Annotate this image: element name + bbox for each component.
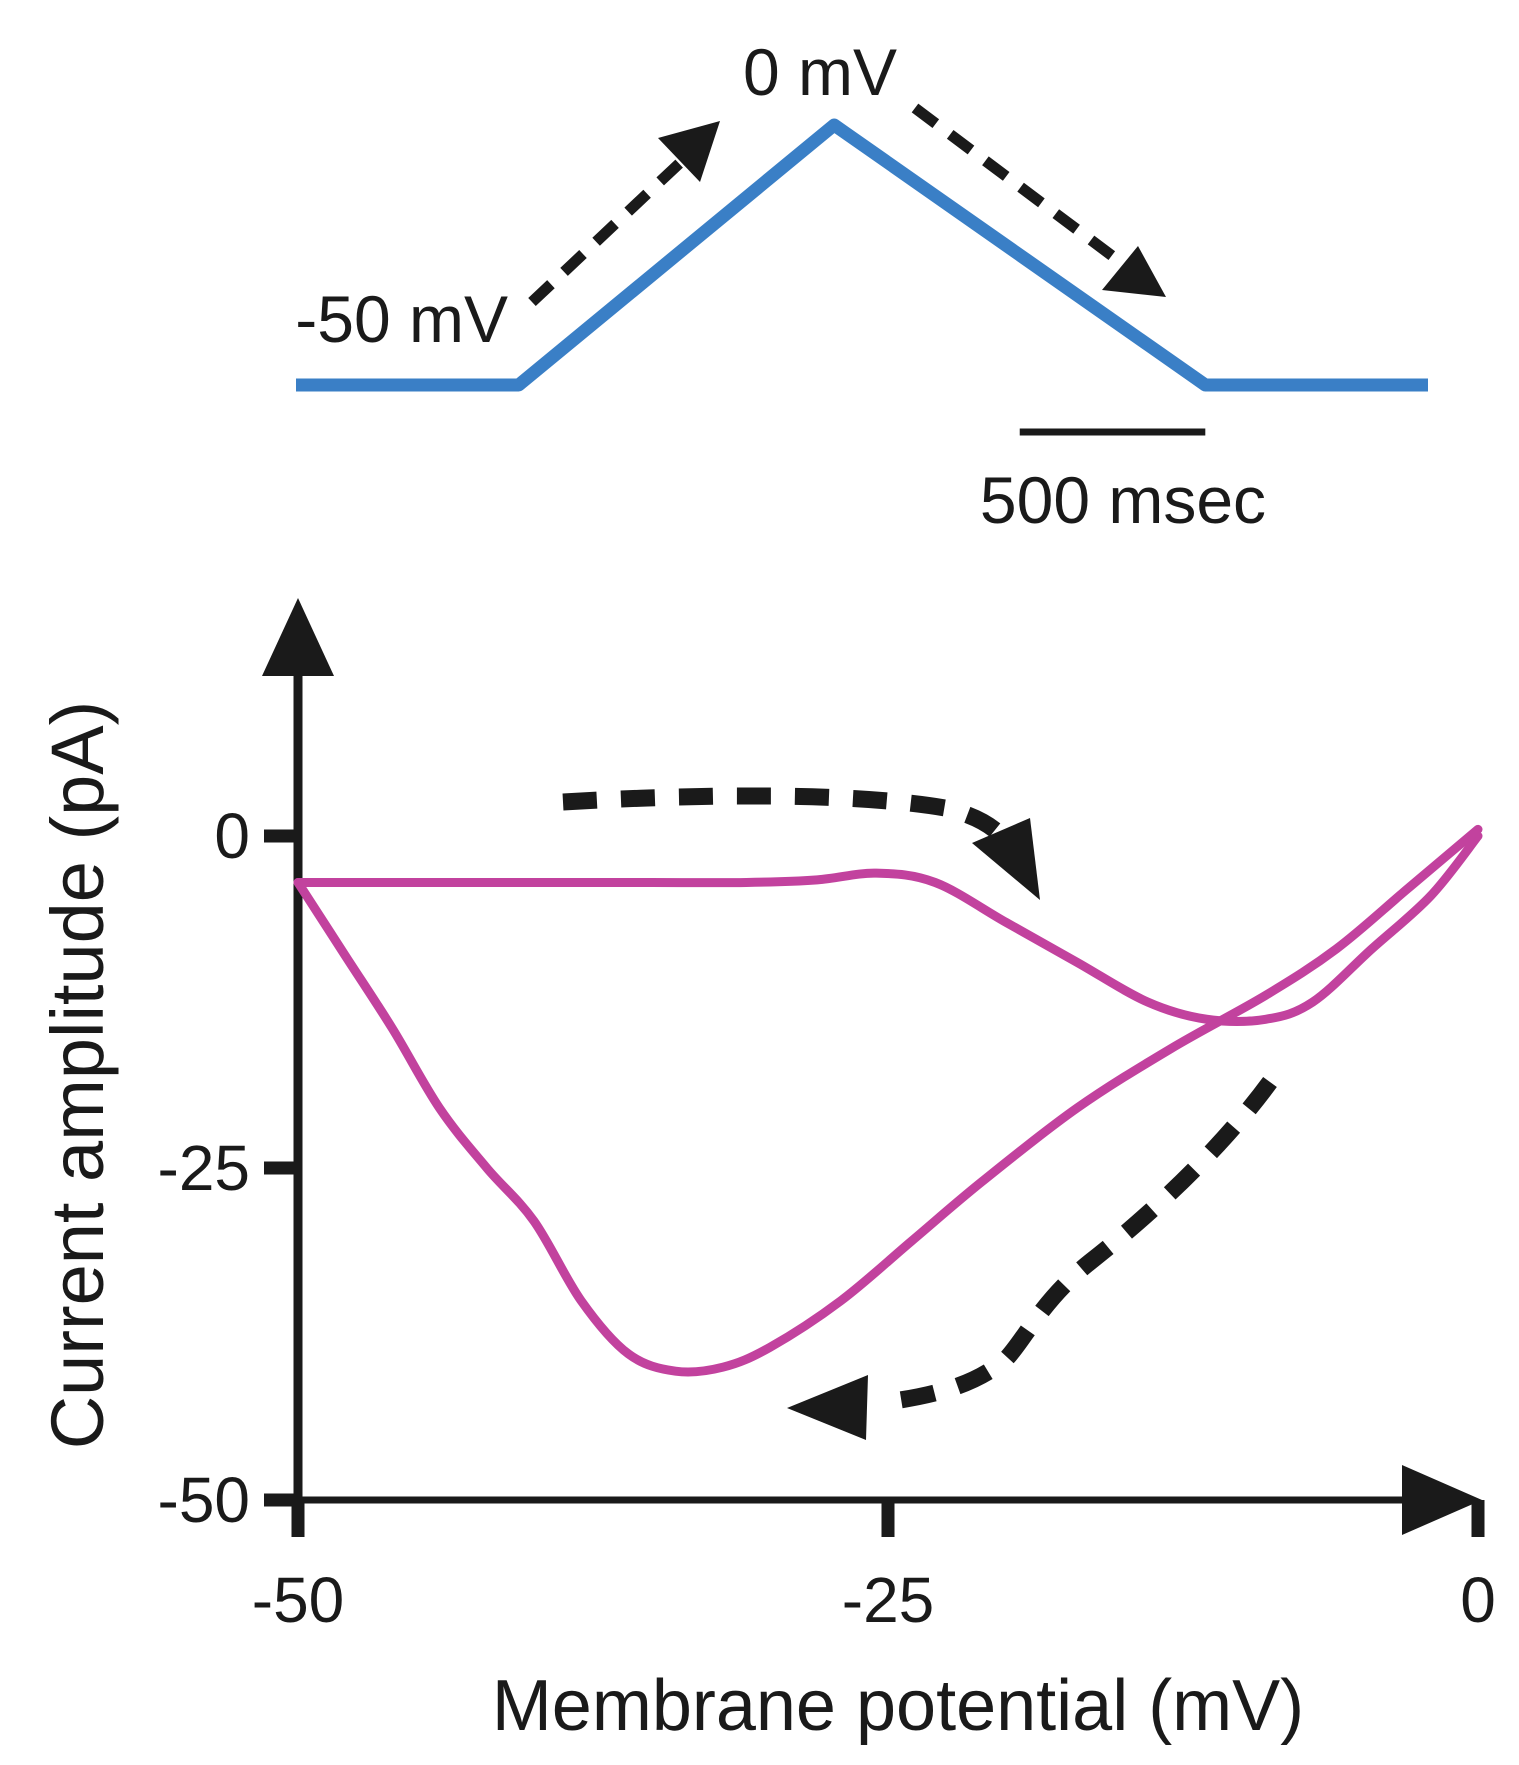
- series-line-hyperpolarizing-ramp: [293, 824, 1483, 1377]
- ramp-up-arrow: [528, 121, 720, 307]
- ramp-up-arrow-shaft: [528, 155, 687, 307]
- x-axis-arrow-head: [1402, 1465, 1482, 1535]
- protocol-ramp-line: [296, 118, 1428, 392]
- x-tick-label: -25: [842, 1564, 935, 1636]
- y-tick-label: -50: [158, 1464, 251, 1536]
- x-tick-label: -50: [252, 1564, 345, 1636]
- ramp-up-arrow-head: [658, 121, 720, 182]
- y-tick-label: -25: [158, 1132, 251, 1204]
- y-ticks: 0 -25 -50: [158, 800, 300, 1536]
- ramp-down-arrow-head: [1102, 246, 1166, 297]
- y-tick-label: 0: [214, 800, 250, 872]
- upper-trace-direction-arrow: [562, 787, 1040, 900]
- y-axis-arrow-head: [262, 598, 334, 676]
- current-traces: [293, 824, 1483, 1377]
- protocol-start-label: -50 mV: [295, 282, 508, 356]
- protocol-top-label: 0 mV: [743, 35, 897, 109]
- series-line-depolarizing-ramp: [293, 831, 1483, 1026]
- iv-plot: 0-25-50 -50 -25 0 Membrane potential (mV) …: [36, 598, 1496, 1746]
- y-axis-title: Current amplitude (pA): [36, 701, 119, 1450]
- x-tick-label: 0: [1460, 1564, 1496, 1636]
- lower-trace-direction-arrow: [787, 1076, 1277, 1440]
- lower-trace-direction-arrow-shaft: [898, 1076, 1277, 1409]
- ramp-down-arrow: [911, 103, 1166, 297]
- lower-trace-direction-arrow-head: [787, 1375, 868, 1440]
- upper-trace-direction-arrow-head: [972, 818, 1040, 900]
- voltage-protocol: 0 mV -50 mV 500 msec: [295, 35, 1428, 537]
- upper-trace-direction-arrow-shaft: [562, 787, 1001, 837]
- time-scale-bar-label: 500 msec: [980, 463, 1266, 537]
- x-axis-title: Membrane potential (mV): [492, 1666, 1304, 1746]
- x-ticks: -50 -25 0: [252, 1500, 1496, 1636]
- ramp-down-arrow-shaft: [911, 103, 1119, 263]
